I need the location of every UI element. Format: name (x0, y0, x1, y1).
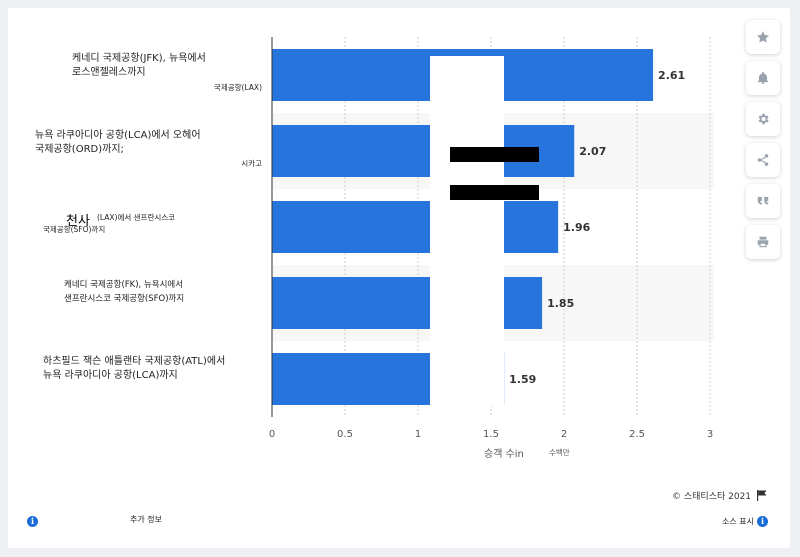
notification-button[interactable] (746, 61, 780, 95)
category-label: 뉴욕 라쿠아디아 공항(LCA)에서 오헤어 (35, 129, 201, 141)
value-label: 1.59 (509, 373, 536, 386)
x-tick-label: 0 (269, 429, 275, 440)
share-button[interactable] (746, 143, 780, 177)
x-tick-label: 2.5 (629, 429, 645, 440)
category-label: 국제공항(ORD)까지; (35, 143, 124, 155)
favorite-button[interactable] (746, 20, 780, 54)
value-label: 1.85 (547, 297, 574, 310)
x-tick-label: 0.5 (337, 429, 353, 440)
category-label: 샌프란시스코 국제공항(SFO)까지 (64, 293, 184, 304)
value-label: 2.07 (579, 145, 606, 158)
x-tick-label: 2 (561, 429, 567, 440)
x-tick-label: 3 (707, 429, 713, 440)
redaction-bar (450, 147, 539, 162)
overlay-text: 천사 (66, 210, 90, 229)
settings-button[interactable] (746, 102, 780, 136)
gear-icon (756, 112, 770, 126)
show-source-link[interactable]: 소스 표시 i (722, 514, 768, 528)
category-label: 케네디 국제공항(JFK), 뉴욕에서 (72, 52, 206, 64)
x-axis-unit: 수백만 (549, 447, 570, 457)
value-label: 1.96 (563, 221, 590, 234)
x-tick-label: 1.5 (483, 429, 499, 440)
star-icon (756, 30, 770, 44)
occlusion-block (430, 56, 504, 406)
cite-button[interactable] (746, 184, 780, 218)
quote-icon (756, 194, 770, 208)
x-axis-label: 승객 수in (484, 448, 524, 460)
value-label: 2.61 (658, 69, 685, 82)
category-label: 로스앤젤레스까지 (72, 66, 146, 78)
copyright-text: © 스태티스타 2021 (672, 489, 751, 502)
category-label: 시카고 (241, 159, 262, 168)
bar (272, 201, 558, 253)
x-tick-label: 1 (415, 429, 421, 440)
share-icon (756, 153, 770, 167)
additional-info-link[interactable]: i (27, 514, 38, 528)
category-label: (LAX)에서 샌프란시스코 (97, 212, 175, 222)
side-toolbar (746, 20, 780, 259)
print-icon (756, 235, 770, 249)
bell-icon (756, 71, 770, 85)
info-icon: i (757, 516, 768, 527)
print-button[interactable] (746, 225, 780, 259)
category-label: 국제공항(LAX) (214, 83, 262, 92)
info-icon: i (27, 516, 38, 527)
redaction-bar (450, 185, 539, 200)
additional-info-label[interactable]: 추가 정보 (130, 514, 162, 525)
flag-icon (757, 490, 767, 501)
category-label: 케네디 국제공항(FK), 뉴욕시에서 (64, 280, 183, 290)
category-label: 하츠필드 잭슨 애틀랜타 국제공항(ATL)에서 (43, 354, 225, 367)
copyright-notice[interactable]: © 스태티스타 2021 (672, 489, 767, 502)
category-label: 뉴욕 라쿠아디아 공항(LCA)까지 (43, 369, 178, 381)
show-source-label: 소스 표시 (722, 516, 754, 527)
